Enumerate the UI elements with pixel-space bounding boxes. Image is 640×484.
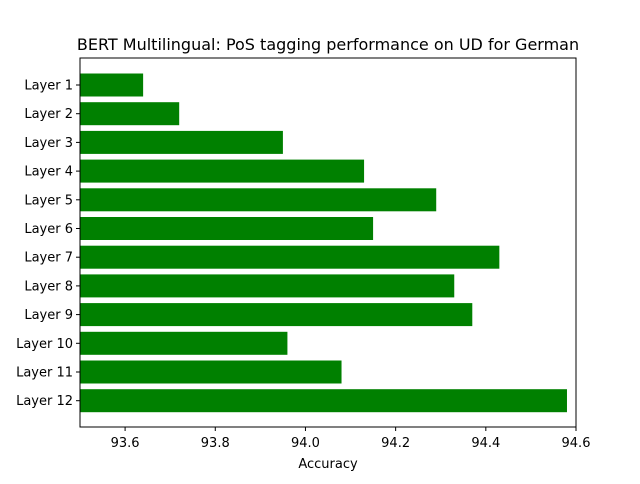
y-tick-label: Layer 2 bbox=[24, 107, 73, 122]
bar bbox=[80, 73, 144, 97]
y-tick-label: Layer 8 bbox=[24, 279, 73, 294]
bar bbox=[80, 274, 455, 298]
x-tick-label: 94.2 bbox=[381, 436, 410, 451]
bar bbox=[80, 217, 374, 240]
y-tick-label: Layer 7 bbox=[24, 251, 73, 266]
y-tick-label: Layer 3 bbox=[24, 136, 73, 151]
y-tick-label: Layer 5 bbox=[24, 193, 73, 208]
y-tick-label: Layer 4 bbox=[24, 165, 73, 180]
bar bbox=[80, 159, 365, 183]
y-tick-label: Layer 6 bbox=[24, 222, 73, 237]
y-ticks-group: Layer 1 Layer 2 Layer 3 Layer 4 Layer 5 Layer… bbox=[16, 79, 80, 409]
x-tick-label: 94.4 bbox=[471, 436, 500, 451]
chart-title: BERT Multilingual: PoS tagging performan… bbox=[77, 35, 579, 54]
bars-group bbox=[80, 73, 567, 413]
x-tick-label: 93.6 bbox=[111, 436, 140, 451]
bar bbox=[80, 303, 473, 327]
y-tick-label: Layer 9 bbox=[24, 308, 73, 323]
plot-frame bbox=[79, 57, 577, 428]
y-tick-label: Layer 11 bbox=[16, 366, 73, 381]
bar bbox=[80, 188, 437, 212]
bar bbox=[80, 102, 180, 126]
y-tick-label: Layer 10 bbox=[16, 337, 73, 352]
bar bbox=[80, 389, 567, 413]
y-tick-label: Layer 1 bbox=[24, 79, 73, 94]
x-tick-label: 93.8 bbox=[201, 436, 230, 451]
x-ticks-group: 93.6 93.8 94.0 94.2 94.4 94.6 bbox=[111, 427, 591, 451]
bar bbox=[80, 360, 342, 384]
bar bbox=[80, 245, 500, 269]
bar bbox=[80, 130, 283, 154]
bar bbox=[80, 331, 288, 355]
x-axis-label: Accuracy bbox=[298, 457, 358, 472]
x-tick-label: 94.6 bbox=[562, 436, 591, 451]
x-tick-label: 94.0 bbox=[291, 436, 320, 451]
y-tick-label: Layer 12 bbox=[16, 394, 73, 409]
